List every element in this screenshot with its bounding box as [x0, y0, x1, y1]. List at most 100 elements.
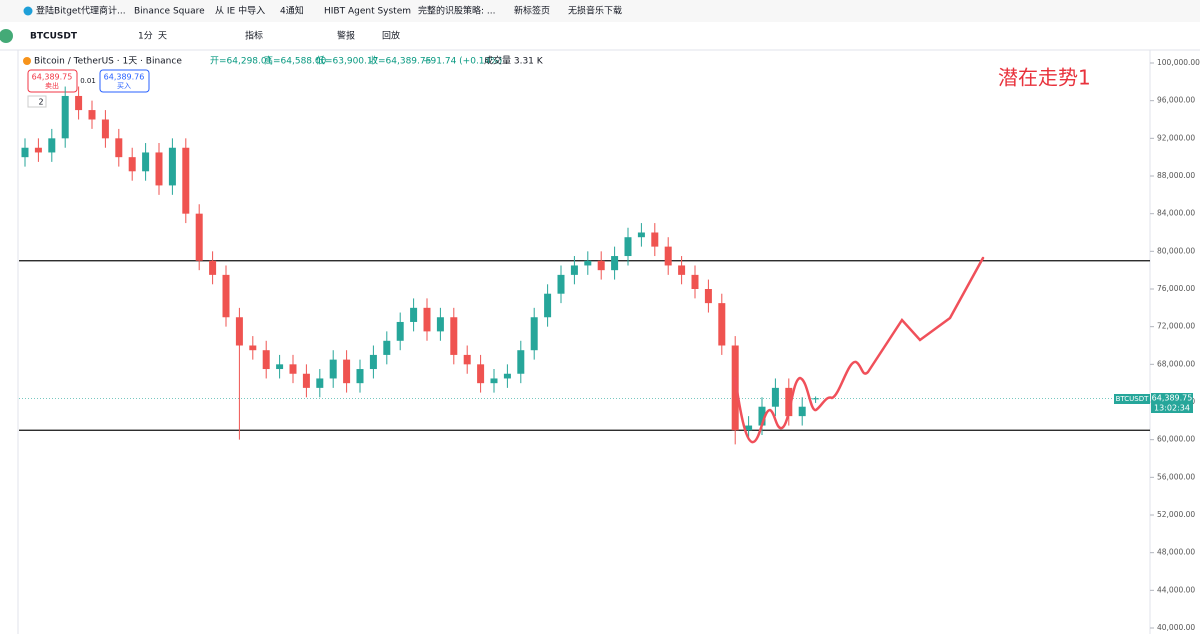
legend-close: 收=64,389.75: [369, 55, 431, 67]
trade-buttons: 64,389.75 卖出 0.01 64,389.76 买入 2: [27, 69, 150, 108]
symbol-tag: [1114, 394, 1150, 404]
bookmark[interactable]: 登陆Bitget代理商计...: [36, 5, 126, 17]
bookmark[interactable]: 无损音乐下载: [568, 5, 622, 17]
symbol[interactable]: BTCUSDT: [30, 32, 78, 42]
alert[interactable]: 警报: [337, 30, 355, 42]
y-tick-label: 88,000.00: [1157, 171, 1195, 180]
y-tick-label: 100,000.00: [1157, 58, 1200, 67]
annotation: 潜在走势1: [998, 66, 1091, 90]
bookmark[interactable]: Binance Square: [134, 7, 205, 17]
candle-body: [557, 274, 565, 294]
candle-body: [691, 274, 699, 289]
candle-body: [195, 213, 203, 261]
candle-body: [383, 340, 391, 355]
candle-body: [88, 110, 96, 120]
plot: 40,000.00 44,000.00 48,000.00 52,000.00 56,0…: [19, 58, 1200, 632]
y-tick-label: 52,000.00: [1157, 510, 1195, 519]
replay[interactable]: 回放: [382, 30, 400, 42]
tag-countdown: 13:02:34: [1154, 404, 1190, 413]
projection-drawing: [733, 256, 985, 444]
candle-body: [209, 260, 217, 275]
buy-price: 64,389.76: [104, 73, 145, 82]
interval[interactable]: 1分: [138, 31, 153, 42]
y-tick-label: 72,000.00: [1157, 322, 1195, 331]
candle-body: [276, 364, 284, 370]
candle-body: [289, 364, 297, 374]
spread: 0.01: [80, 77, 96, 85]
candle-body: [745, 425, 753, 431]
legend-high: 高=64,588.00: [264, 55, 327, 67]
y-tick-label: 80,000.00: [1157, 246, 1195, 255]
candle-body: [544, 293, 552, 318]
candle-body: [450, 317, 458, 355]
bookmarks: 登陆Bitget代理商计... Binance Square 从 IE 中导入 …: [23, 5, 622, 17]
tag-price: 64,389.75: [1152, 394, 1193, 403]
candle-body: [651, 232, 659, 247]
candle-body: [329, 359, 337, 379]
candle-body: [128, 157, 136, 172]
legend-change: +91.74 (+0.14%): [423, 57, 502, 67]
bookmark[interactable]: 从 IE 中导入: [215, 5, 265, 17]
legend-low: 低=63,900.17: [316, 55, 378, 67]
candle-body: [798, 406, 806, 417]
legend-volume: 成交量 3.31 K: [484, 55, 544, 67]
candle-body: [503, 373, 511, 379]
candle-body: [235, 317, 243, 346]
buy-button[interactable]: [99, 69, 150, 93]
candle-body: [477, 364, 485, 384]
avatar[interactable]: [0, 29, 13, 43]
bookmark-bar: [0, 0, 1200, 22]
y-tick-label: 48,000.00: [1157, 548, 1195, 557]
candle-body: [222, 274, 230, 318]
legend-title: Bitcoin / TetherUS · 1天 · Binance: [34, 57, 182, 67]
candle-body: [771, 387, 779, 407]
candle-body: [490, 378, 498, 384]
y-tick-label: 44,000.00: [1157, 585, 1195, 594]
candle-body: [115, 138, 123, 158]
candle-body: [182, 147, 190, 214]
candle-body: [249, 345, 257, 351]
candle-body: [597, 260, 605, 271]
candle-body: [262, 350, 270, 370]
candle-body: [517, 350, 525, 374]
candle-body: [463, 354, 471, 365]
y-tick-label: 76,000.00: [1157, 284, 1195, 293]
legend-open: 开=64,298.01: [210, 56, 272, 67]
bookmark[interactable]: 完整的识股策略: ...: [418, 5, 495, 17]
candle-body: [624, 237, 632, 257]
candle-body: [75, 95, 83, 111]
candle-body: [410, 307, 418, 322]
layers-toggle[interactable]: [27, 95, 47, 108]
candle-body: [48, 138, 56, 153]
candle-body: [101, 119, 109, 139]
candle-body: [664, 246, 672, 266]
price-tag: BTCUSDT 64,389.75 13:02:34: [1114, 393, 1193, 413]
y-tick-label: 56,000.00: [1157, 472, 1195, 481]
candle-body: [155, 152, 163, 186]
candle-body: [34, 147, 42, 153]
candle-body: [142, 152, 150, 172]
candle-body: [369, 354, 377, 370]
indicators[interactable]: 指标: [245, 30, 263, 42]
sell-label: 卖出: [45, 81, 59, 90]
candle-body: [61, 95, 69, 139]
candle-body: [21, 147, 29, 158]
candle-body: [611, 256, 619, 271]
candle-body: [570, 265, 578, 275]
candle-body: [316, 378, 324, 388]
candle-body: [530, 317, 538, 351]
sell-button[interactable]: [27, 69, 78, 93]
buy-label: 买入: [117, 82, 131, 90]
candle-body: [396, 321, 404, 341]
candle-body: [785, 387, 793, 417]
interval[interactable]: 天: [158, 32, 167, 42]
bookmark[interactable]: 4通知: [280, 5, 304, 17]
bookmark[interactable]: HIBT Agent System: [324, 7, 411, 17]
candle-body: [584, 260, 592, 266]
toolbar: BTCUSDT 1分 天 指标 警报 回放: [0, 29, 400, 43]
bookmark[interactable]: 新标签页: [514, 5, 550, 17]
y-tick-label: 40,000.00: [1157, 623, 1195, 632]
candle-body: [637, 232, 645, 238]
